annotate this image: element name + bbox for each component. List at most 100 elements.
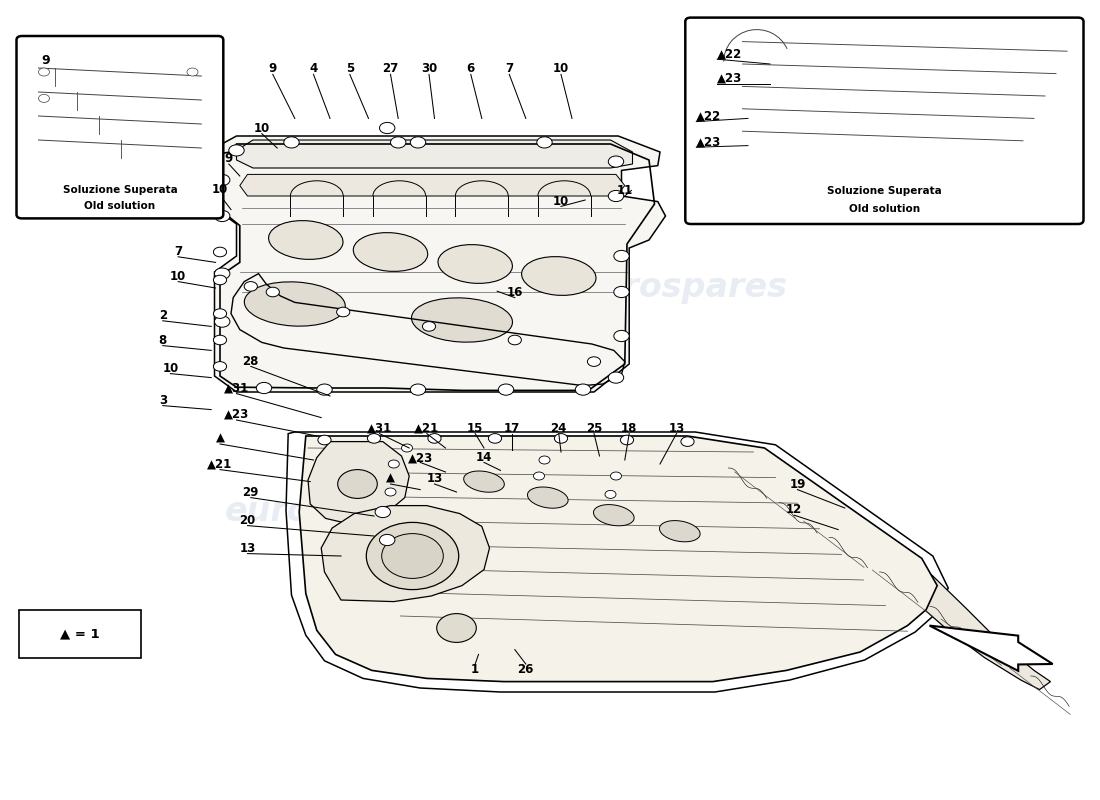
Text: 7: 7 bbox=[505, 62, 514, 74]
Text: 6: 6 bbox=[466, 62, 475, 74]
Circle shape bbox=[317, 384, 332, 395]
Circle shape bbox=[256, 382, 272, 394]
Text: ▲21: ▲21 bbox=[415, 422, 439, 434]
Circle shape bbox=[318, 435, 331, 445]
Circle shape bbox=[554, 434, 568, 443]
Text: 8: 8 bbox=[158, 334, 167, 347]
Polygon shape bbox=[321, 506, 490, 602]
FancyBboxPatch shape bbox=[16, 36, 223, 218]
Text: 10: 10 bbox=[163, 362, 178, 374]
Circle shape bbox=[367, 434, 381, 443]
Polygon shape bbox=[240, 174, 625, 196]
Polygon shape bbox=[930, 626, 1053, 671]
Text: ▲31: ▲31 bbox=[224, 382, 249, 394]
Circle shape bbox=[614, 286, 629, 298]
Circle shape bbox=[534, 472, 544, 480]
Text: 18: 18 bbox=[621, 422, 637, 434]
Circle shape bbox=[608, 190, 624, 202]
Text: 2: 2 bbox=[158, 309, 167, 322]
Ellipse shape bbox=[464, 471, 504, 492]
Text: ▲23: ▲23 bbox=[717, 72, 743, 85]
Text: 7: 7 bbox=[174, 245, 183, 258]
Circle shape bbox=[614, 330, 629, 342]
Text: 14: 14 bbox=[476, 451, 492, 464]
Circle shape bbox=[608, 372, 624, 383]
Text: eurospares: eurospares bbox=[576, 271, 788, 305]
Circle shape bbox=[681, 437, 694, 446]
Circle shape bbox=[229, 145, 244, 156]
Circle shape bbox=[610, 472, 621, 480]
Text: ▲21: ▲21 bbox=[208, 458, 232, 470]
Text: Soluzione Superata: Soluzione Superata bbox=[63, 186, 177, 195]
Circle shape bbox=[428, 434, 441, 443]
Text: Soluzione Superata: Soluzione Superata bbox=[827, 186, 942, 196]
Ellipse shape bbox=[528, 487, 568, 508]
Text: 10: 10 bbox=[254, 122, 270, 134]
Text: eurospares: eurospares bbox=[576, 495, 788, 529]
Circle shape bbox=[213, 309, 227, 318]
Text: 29: 29 bbox=[243, 486, 258, 498]
Circle shape bbox=[390, 137, 406, 148]
Text: 13: 13 bbox=[669, 422, 684, 434]
Circle shape bbox=[213, 335, 227, 345]
Text: 12: 12 bbox=[786, 503, 802, 516]
Text: 9: 9 bbox=[42, 54, 51, 67]
Ellipse shape bbox=[268, 221, 343, 259]
Circle shape bbox=[214, 210, 230, 222]
Text: 13: 13 bbox=[240, 542, 255, 554]
Circle shape bbox=[575, 384, 591, 395]
Ellipse shape bbox=[353, 233, 428, 271]
Text: 1: 1 bbox=[471, 663, 480, 676]
Text: 30: 30 bbox=[421, 62, 437, 74]
Text: 26: 26 bbox=[518, 663, 534, 676]
Text: 16: 16 bbox=[507, 286, 522, 298]
Ellipse shape bbox=[594, 505, 634, 526]
Text: 9: 9 bbox=[268, 62, 277, 74]
Circle shape bbox=[39, 68, 50, 76]
Circle shape bbox=[214, 316, 230, 327]
Circle shape bbox=[498, 384, 514, 395]
Circle shape bbox=[614, 250, 629, 262]
Circle shape bbox=[214, 174, 230, 186]
Circle shape bbox=[39, 94, 50, 102]
Circle shape bbox=[605, 490, 616, 498]
Text: 27: 27 bbox=[383, 62, 398, 74]
Ellipse shape bbox=[660, 521, 700, 542]
Circle shape bbox=[214, 268, 230, 279]
Circle shape bbox=[422, 322, 436, 331]
Text: ▲23: ▲23 bbox=[408, 451, 432, 464]
Circle shape bbox=[437, 614, 476, 642]
Text: 17: 17 bbox=[504, 422, 519, 434]
Text: 13: 13 bbox=[427, 472, 442, 485]
Circle shape bbox=[410, 137, 426, 148]
Circle shape bbox=[375, 506, 390, 518]
Text: 28: 28 bbox=[243, 355, 258, 368]
Circle shape bbox=[187, 68, 198, 76]
Text: 20: 20 bbox=[240, 514, 255, 526]
Text: ▲31: ▲31 bbox=[367, 422, 392, 434]
Polygon shape bbox=[236, 140, 632, 168]
Circle shape bbox=[508, 335, 521, 345]
Ellipse shape bbox=[411, 298, 513, 342]
FancyBboxPatch shape bbox=[685, 18, 1084, 224]
Circle shape bbox=[537, 137, 552, 148]
Polygon shape bbox=[299, 436, 937, 682]
Text: 10: 10 bbox=[553, 62, 569, 74]
Text: ▲22: ▲22 bbox=[696, 110, 722, 122]
Circle shape bbox=[244, 282, 257, 291]
Ellipse shape bbox=[438, 245, 513, 283]
Text: 11: 11 bbox=[617, 184, 632, 197]
Text: 10: 10 bbox=[553, 195, 569, 208]
Text: ▲23: ▲23 bbox=[696, 135, 722, 148]
Circle shape bbox=[266, 287, 279, 297]
Text: 25: 25 bbox=[586, 422, 602, 434]
Ellipse shape bbox=[521, 257, 596, 295]
Text: ▲23: ▲23 bbox=[224, 408, 249, 421]
Circle shape bbox=[366, 522, 459, 590]
Circle shape bbox=[213, 362, 227, 371]
Circle shape bbox=[608, 156, 624, 167]
Circle shape bbox=[385, 488, 396, 496]
Text: ▲: ▲ bbox=[216, 432, 224, 445]
Circle shape bbox=[337, 307, 350, 317]
Circle shape bbox=[379, 122, 395, 134]
